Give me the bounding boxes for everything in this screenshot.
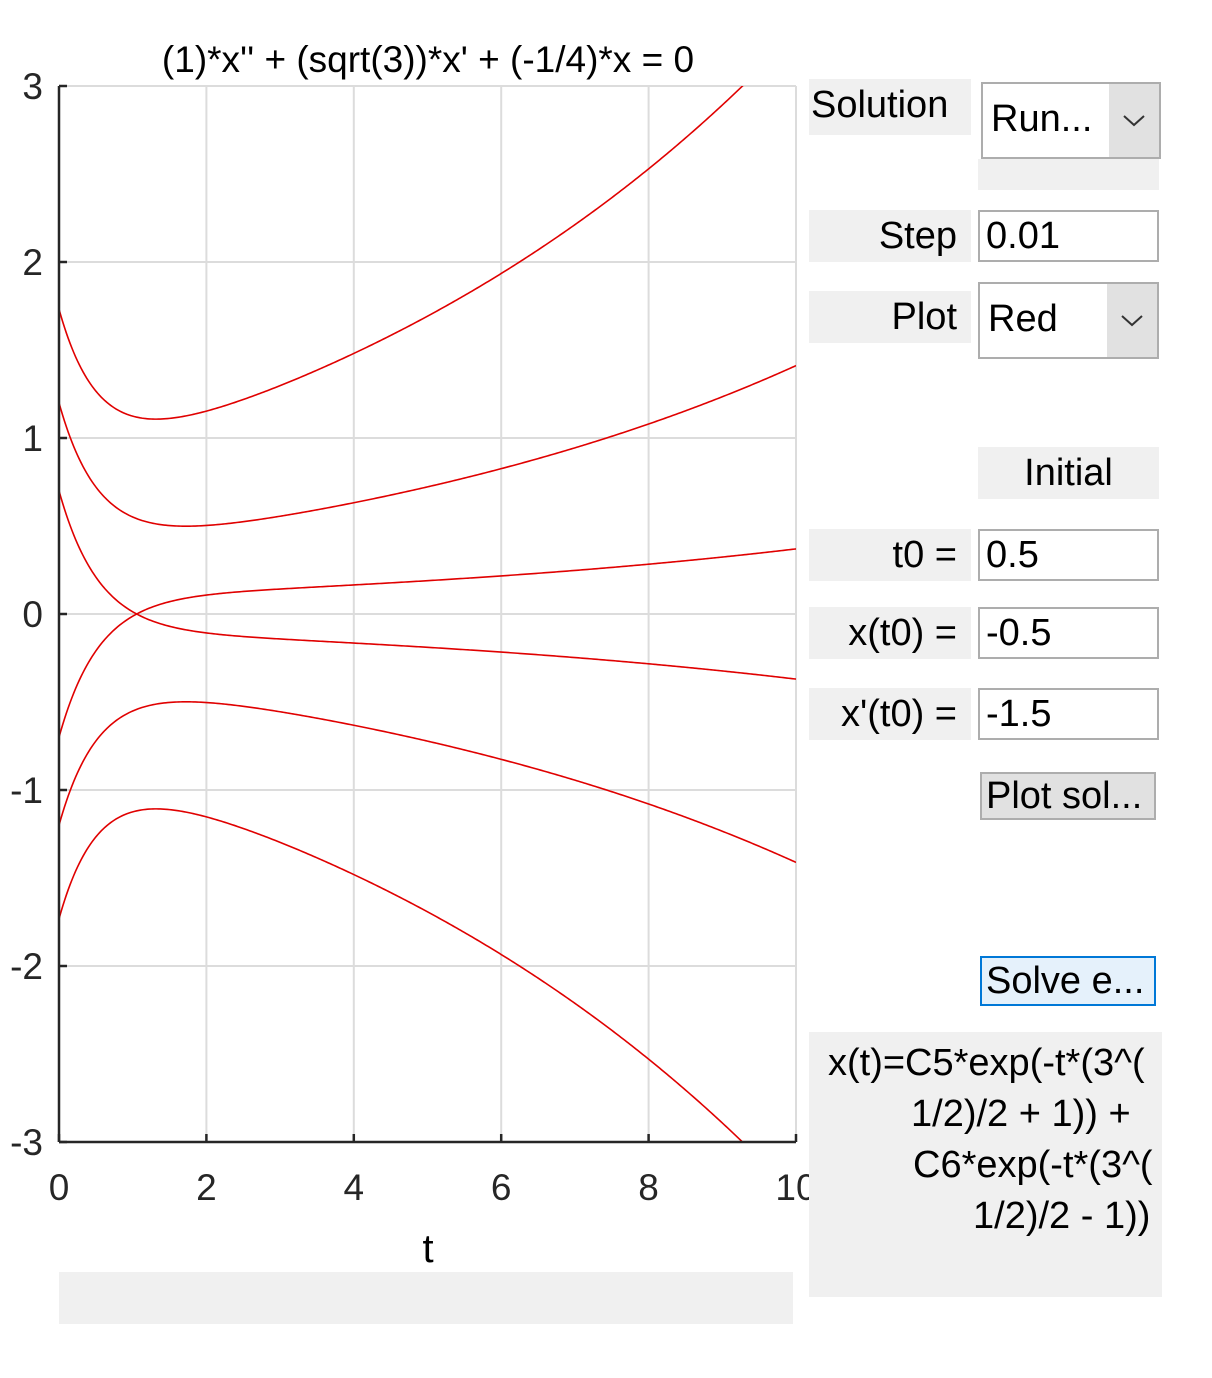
solution-line-4: 1/2)/2 - 1)) xyxy=(973,1195,1151,1237)
solution-curve-3 xyxy=(59,490,796,680)
initial-conditions-heading: Initial xyxy=(978,447,1159,499)
solution-line-3: C6*exp(-t*(3^( xyxy=(913,1144,1153,1186)
plot-status-bar xyxy=(59,1272,793,1324)
solution-dropdown-shadow xyxy=(978,159,1159,190)
y-tick-label: 1 xyxy=(22,418,43,459)
step-input[interactable] xyxy=(978,210,1159,262)
t0-input[interactable] xyxy=(978,529,1159,581)
step-label: Step xyxy=(809,210,971,262)
x-tick-label: 4 xyxy=(344,1167,365,1208)
x-t0-input[interactable] xyxy=(978,607,1159,659)
y-tick-label: -3 xyxy=(10,1122,43,1163)
plot-color-label: Plot xyxy=(809,291,971,343)
solution-curve-2 xyxy=(59,364,796,527)
solution-curve-1 xyxy=(59,86,744,420)
solution-line-2: 1/2)/2 + 1)) + xyxy=(911,1093,1131,1135)
plot-color-dropdown[interactable]: Red xyxy=(978,282,1159,359)
x-axis-label: t xyxy=(422,1227,433,1271)
x-tick-label: 8 xyxy=(638,1167,659,1208)
plot-solution-button[interactable]: Plot sol... xyxy=(980,772,1156,820)
y-tick-label: -1 xyxy=(10,770,43,811)
x-prime-t0-input[interactable] xyxy=(978,688,1159,740)
x-tick-label: 10 xyxy=(775,1167,810,1208)
chevron-down-icon xyxy=(1109,84,1159,157)
solution-method-dropdown[interactable]: Run... xyxy=(981,82,1161,159)
solution-label: Solution xyxy=(809,79,971,135)
solution-method-value: Run... xyxy=(991,98,1093,140)
solution-text-panel: x(t)=C5*exp(-t*(3^( 1/2)/2 + 1)) + C6*ex… xyxy=(809,1032,1162,1297)
x-tick-label: 2 xyxy=(196,1167,217,1208)
chevron-down-icon xyxy=(1107,284,1157,357)
solution-curve-4 xyxy=(59,548,796,738)
solve-equation-button[interactable]: Solve e... xyxy=(980,956,1156,1006)
chart-title: (1)*x'' + (sqrt(3))*x' + (-1/4)*x = 0 xyxy=(162,39,694,80)
x-tick-label: 0 xyxy=(49,1167,70,1208)
solution-curve-5 xyxy=(59,701,796,864)
solution-line-1: x(t)=C5*exp(-t*(3^( xyxy=(828,1042,1145,1084)
t0-label: t0 = xyxy=(809,529,971,581)
x-t0-label: x(t0) = xyxy=(809,607,971,659)
y-tick-label: 2 xyxy=(22,242,43,283)
x-prime-t0-label: x'(t0) = xyxy=(809,688,971,740)
y-tick-label: 0 xyxy=(22,594,43,635)
solution-curve-6 xyxy=(59,808,744,1142)
y-tick-label: 3 xyxy=(22,66,43,107)
x-tick-label: 6 xyxy=(491,1167,512,1208)
y-tick-label: -2 xyxy=(10,946,43,987)
plot-color-value: Red xyxy=(988,298,1058,340)
